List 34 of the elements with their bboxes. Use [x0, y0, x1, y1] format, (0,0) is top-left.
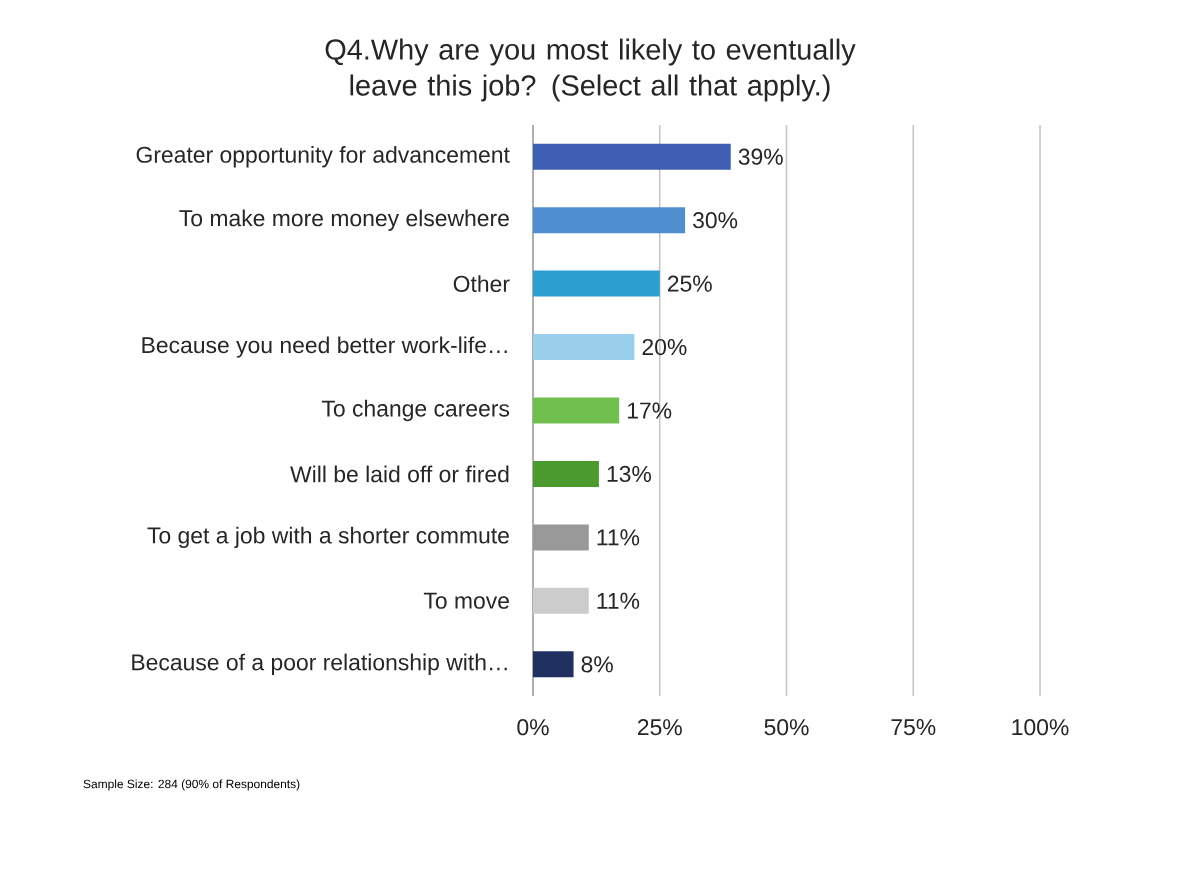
- data-label: 13%: [607, 465, 651, 483]
- y-tick-label: To make more money elsewhere: [179, 209, 509, 231]
- x-tick-label: 100%: [1012, 719, 1069, 736]
- y-tick-label: To move: [423, 592, 509, 609]
- bar: [533, 397, 620, 424]
- bar: [533, 651, 574, 678]
- text: Sample Size: 284 (90% of Respondents): [83, 779, 300, 791]
- y-tick-label: Greater opportunity for advancement: [136, 146, 510, 168]
- data-label: 11%: [597, 592, 640, 609]
- y-tick-label: Because of a poor relationship with…: [132, 653, 507, 675]
- data-label: 39%: [738, 148, 783, 165]
- x-tick-label: 75%: [891, 719, 936, 736]
- bar: [533, 587, 589, 614]
- chart-title: Q4.Why are you most likely to eventually leave this job? (Select all that apply.): [325, 38, 856, 102]
- data-label: 25%: [667, 275, 712, 292]
- y-tick-label: Other: [453, 275, 510, 293]
- data-label: 20%: [642, 338, 687, 356]
- data-label: 8%: [581, 656, 613, 673]
- data-label: 30%: [693, 212, 738, 229]
- y-tick-label: To change careers: [321, 399, 510, 422]
- bar: [533, 207, 686, 234]
- y-tick-label: Will be laid off or fired: [290, 465, 509, 483]
- bar: [533, 460, 599, 487]
- bar: [533, 334, 635, 361]
- x-tick-label: 0%: [517, 719, 549, 736]
- data-label: 11%: [597, 529, 640, 546]
- x-tick-label: 25%: [637, 719, 682, 736]
- bar: [533, 524, 589, 551]
- bar: [533, 143, 731, 170]
- y-tick-label: Because you need better work-life…: [142, 336, 507, 358]
- y-tick-label: To get a job with a shorter commute: [147, 526, 509, 549]
- bar: [533, 270, 660, 297]
- data-label: 17%: [627, 402, 672, 419]
- x-tick-label: 50%: [764, 719, 809, 736]
